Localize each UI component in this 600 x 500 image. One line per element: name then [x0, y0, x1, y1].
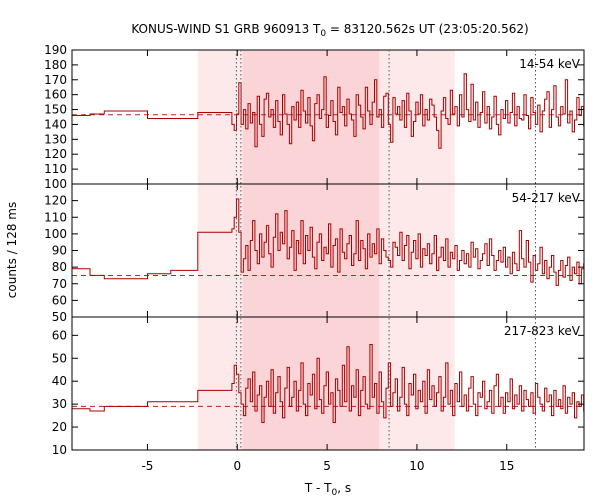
x-axis-title: T - T0, s	[304, 481, 351, 498]
lightcurve-series-panel-3	[72, 344, 585, 423]
y-tick-label-panel-1: 140	[44, 117, 67, 131]
y-tick-label-panel-1: 110	[44, 162, 67, 176]
x-tick-label: -5	[141, 459, 153, 473]
y-tick-label-panel-2: 70	[52, 277, 67, 291]
y-tick-label-panel-2: 110	[44, 210, 67, 224]
energy-band-label-panel-1: 14-54 keV	[519, 57, 581, 71]
y-tick-label-panel-3: 60	[52, 328, 67, 342]
y-tick-label-panel-1: 130	[44, 132, 67, 146]
y-tick-label-panel-1: 150	[44, 103, 67, 117]
y-tick-label-panel-3: 30	[52, 397, 67, 411]
lightcurve-series-panel-2	[72, 198, 585, 286]
y-tick-label-panel-2: 90	[52, 244, 67, 258]
y-tick-label-panel-1: 160	[44, 88, 67, 102]
x-tick-label: 10	[409, 459, 424, 473]
y-tick-label-panel-2: 50	[52, 310, 67, 324]
y-tick-label-panel-1: 100	[44, 177, 67, 191]
y-tick-label-panel-2: 100	[44, 227, 67, 241]
x-tick-label: 15	[499, 459, 514, 473]
y-tick-label-panel-3: 50	[52, 351, 67, 365]
x-tick-label: 0	[233, 459, 241, 473]
y-tick-label-panel-2: 120	[44, 194, 67, 208]
y-tick-label-panel-2: 80	[52, 260, 67, 274]
chart-title: KONUS-WIND S1 GRB 960913 T0 = 83120.562s…	[131, 22, 528, 39]
energy-band-label-panel-2: 54-217 keV	[512, 191, 581, 205]
energy-band-label-panel-3: 217-823 keV	[504, 324, 581, 338]
y-tick-label-panel-3: 10	[52, 443, 67, 457]
y-tick-label-panel-3: 40	[52, 374, 67, 388]
y-tick-label-panel-3: 20	[52, 420, 67, 434]
y-tick-label-panel-1: 190	[44, 43, 67, 57]
y-tick-label-panel-2: 60	[52, 293, 67, 307]
lightcurve-series-panel-1	[72, 73, 585, 149]
panel-frame-3	[71, 316, 585, 451]
y-tick-label-panel-1: 180	[44, 58, 67, 72]
y-tick-label-panel-1: 170	[44, 73, 67, 87]
x-tick-label: 5	[323, 459, 331, 473]
y-tick-label-panel-1: 120	[44, 147, 67, 161]
y-axis-title: counts / 128 ms	[5, 202, 19, 298]
